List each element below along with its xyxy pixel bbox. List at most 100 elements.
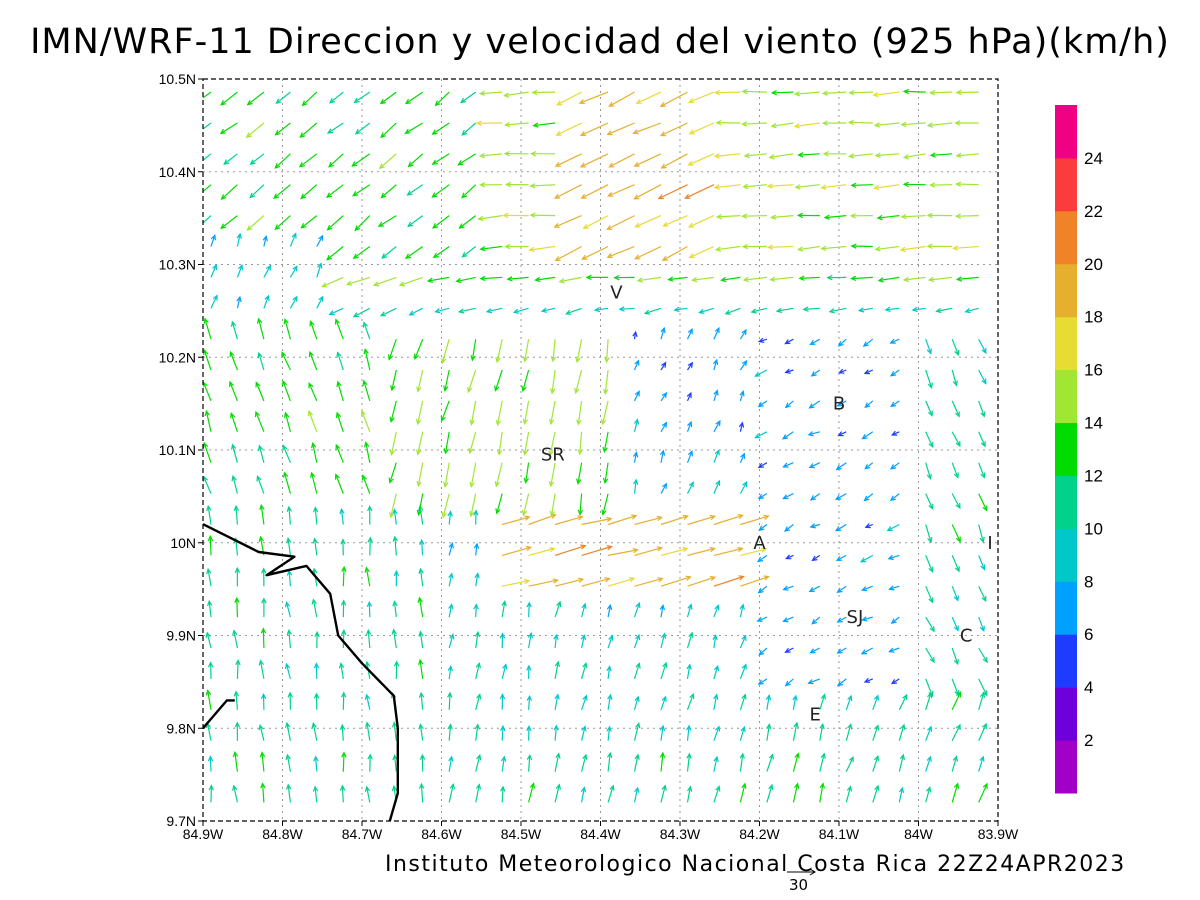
wind-vector-head [555, 100, 563, 106]
wind-vector [207, 755, 214, 772]
wind-vector-shaft [783, 493, 794, 500]
wind-vector [911, 306, 926, 313]
wind-vector [713, 449, 720, 463]
wind-vector-head [212, 294, 218, 301]
wind-vector [951, 400, 960, 418]
wind-vector-shaft [420, 784, 424, 803]
wind-vector-head [448, 572, 454, 579]
wind-vector [236, 295, 242, 309]
wind-vector-head [529, 212, 536, 218]
lon-tick-label: 84.9W [183, 826, 224, 842]
wind-vector [782, 493, 794, 500]
wind-vector-head [502, 663, 508, 670]
wind-vector-head [499, 724, 506, 732]
wind-vector-shaft [480, 91, 503, 95]
wind-vector [606, 725, 612, 741]
wind-vector [380, 184, 397, 199]
wind-vector-shaft [247, 215, 265, 231]
wind-vector-shaft [258, 445, 265, 463]
wind-vector-shaft [475, 755, 481, 772]
wind-vector-head [526, 694, 533, 702]
wind-vector [926, 212, 953, 219]
wind-vector-shaft [607, 785, 614, 803]
wind-vector-shaft [206, 632, 212, 649]
wind-vector-head [633, 451, 639, 458]
wind-vector [379, 91, 397, 105]
wind-vector [441, 493, 450, 519]
wind-vector-shaft [758, 647, 768, 656]
wind-vector [837, 431, 847, 437]
wind-vector-shaft [522, 369, 530, 391]
wind-vector-shaft [785, 647, 794, 653]
wind-vector-head [954, 411, 960, 418]
wind-vector [326, 246, 344, 261]
wind-vector [955, 181, 979, 187]
wind-vector-shaft [550, 462, 556, 487]
wind-vector [660, 632, 667, 649]
wind-vector-shaft [274, 153, 291, 169]
wind-vector-head [529, 183, 536, 189]
wind-vector [902, 153, 926, 160]
wind-vector [633, 153, 662, 167]
wind-vector-head [313, 755, 319, 762]
wind-vector-head [260, 692, 267, 700]
wind-vector [205, 689, 212, 710]
wind-vector-head [352, 312, 359, 318]
wind-vector-shaft [951, 555, 960, 572]
wind-vector [372, 276, 397, 287]
wind-vector-head [504, 243, 511, 250]
wind-vector [688, 122, 715, 135]
wind-vector [607, 634, 614, 649]
wind-vector [339, 507, 345, 525]
wind-vector [555, 122, 582, 136]
wind-vector [863, 493, 874, 502]
wind-vector-head [582, 694, 588, 701]
wind-vector [836, 678, 847, 687]
wind-vector [363, 441, 371, 463]
wind-vector [836, 647, 847, 654]
wind-vector-shaft [758, 493, 768, 499]
wind-vector [501, 663, 508, 680]
wind-vector-head [955, 536, 961, 543]
wind-vector [607, 547, 639, 556]
wind-vector [392, 600, 398, 618]
wind-vector-head [283, 318, 289, 325]
wind-vector-head [850, 182, 857, 189]
wind-vector-shaft [743, 276, 767, 281]
wind-vector-shaft [354, 91, 371, 103]
wind-vector-head [750, 308, 757, 314]
wind-vector [434, 307, 450, 314]
wind-vector [845, 755, 854, 772]
wind-vector-head [782, 494, 789, 500]
wind-vector [861, 585, 874, 592]
wind-vector [766, 723, 772, 741]
wind-vector-shaft [662, 245, 688, 261]
wind-vector-shaft [686, 482, 694, 494]
wind-vector-shaft [978, 585, 987, 602]
wind-vector-head [739, 390, 745, 397]
wind-vector-head [555, 783, 561, 790]
wind-vector [512, 307, 529, 314]
wind-vector-shaft [837, 647, 847, 654]
wind-vector-head [500, 785, 506, 792]
wind-vector-head [757, 401, 764, 408]
wind-vector-shaft [448, 724, 452, 741]
wind-vector-head [345, 280, 353, 286]
wind-vector-shaft [203, 91, 212, 99]
wind-vector-head [899, 753, 905, 761]
wind-vector [929, 182, 953, 188]
wind-vector [312, 785, 319, 803]
wind-vector-shaft [351, 153, 371, 167]
wind-vector-shaft [209, 756, 212, 772]
wind-vector-head [352, 190, 359, 197]
wind-vector [978, 400, 986, 418]
wind-vector-shaft [978, 524, 984, 543]
wind-vector-head [634, 786, 640, 793]
wind-vector [686, 391, 692, 402]
wind-vector-shaft [556, 122, 582, 136]
wind-vector-shaft [391, 369, 397, 391]
wind-vector-head [503, 92, 510, 98]
wind-vector [847, 119, 873, 126]
wind-vector-shaft [432, 122, 450, 135]
wind-vector-shaft [496, 493, 503, 514]
